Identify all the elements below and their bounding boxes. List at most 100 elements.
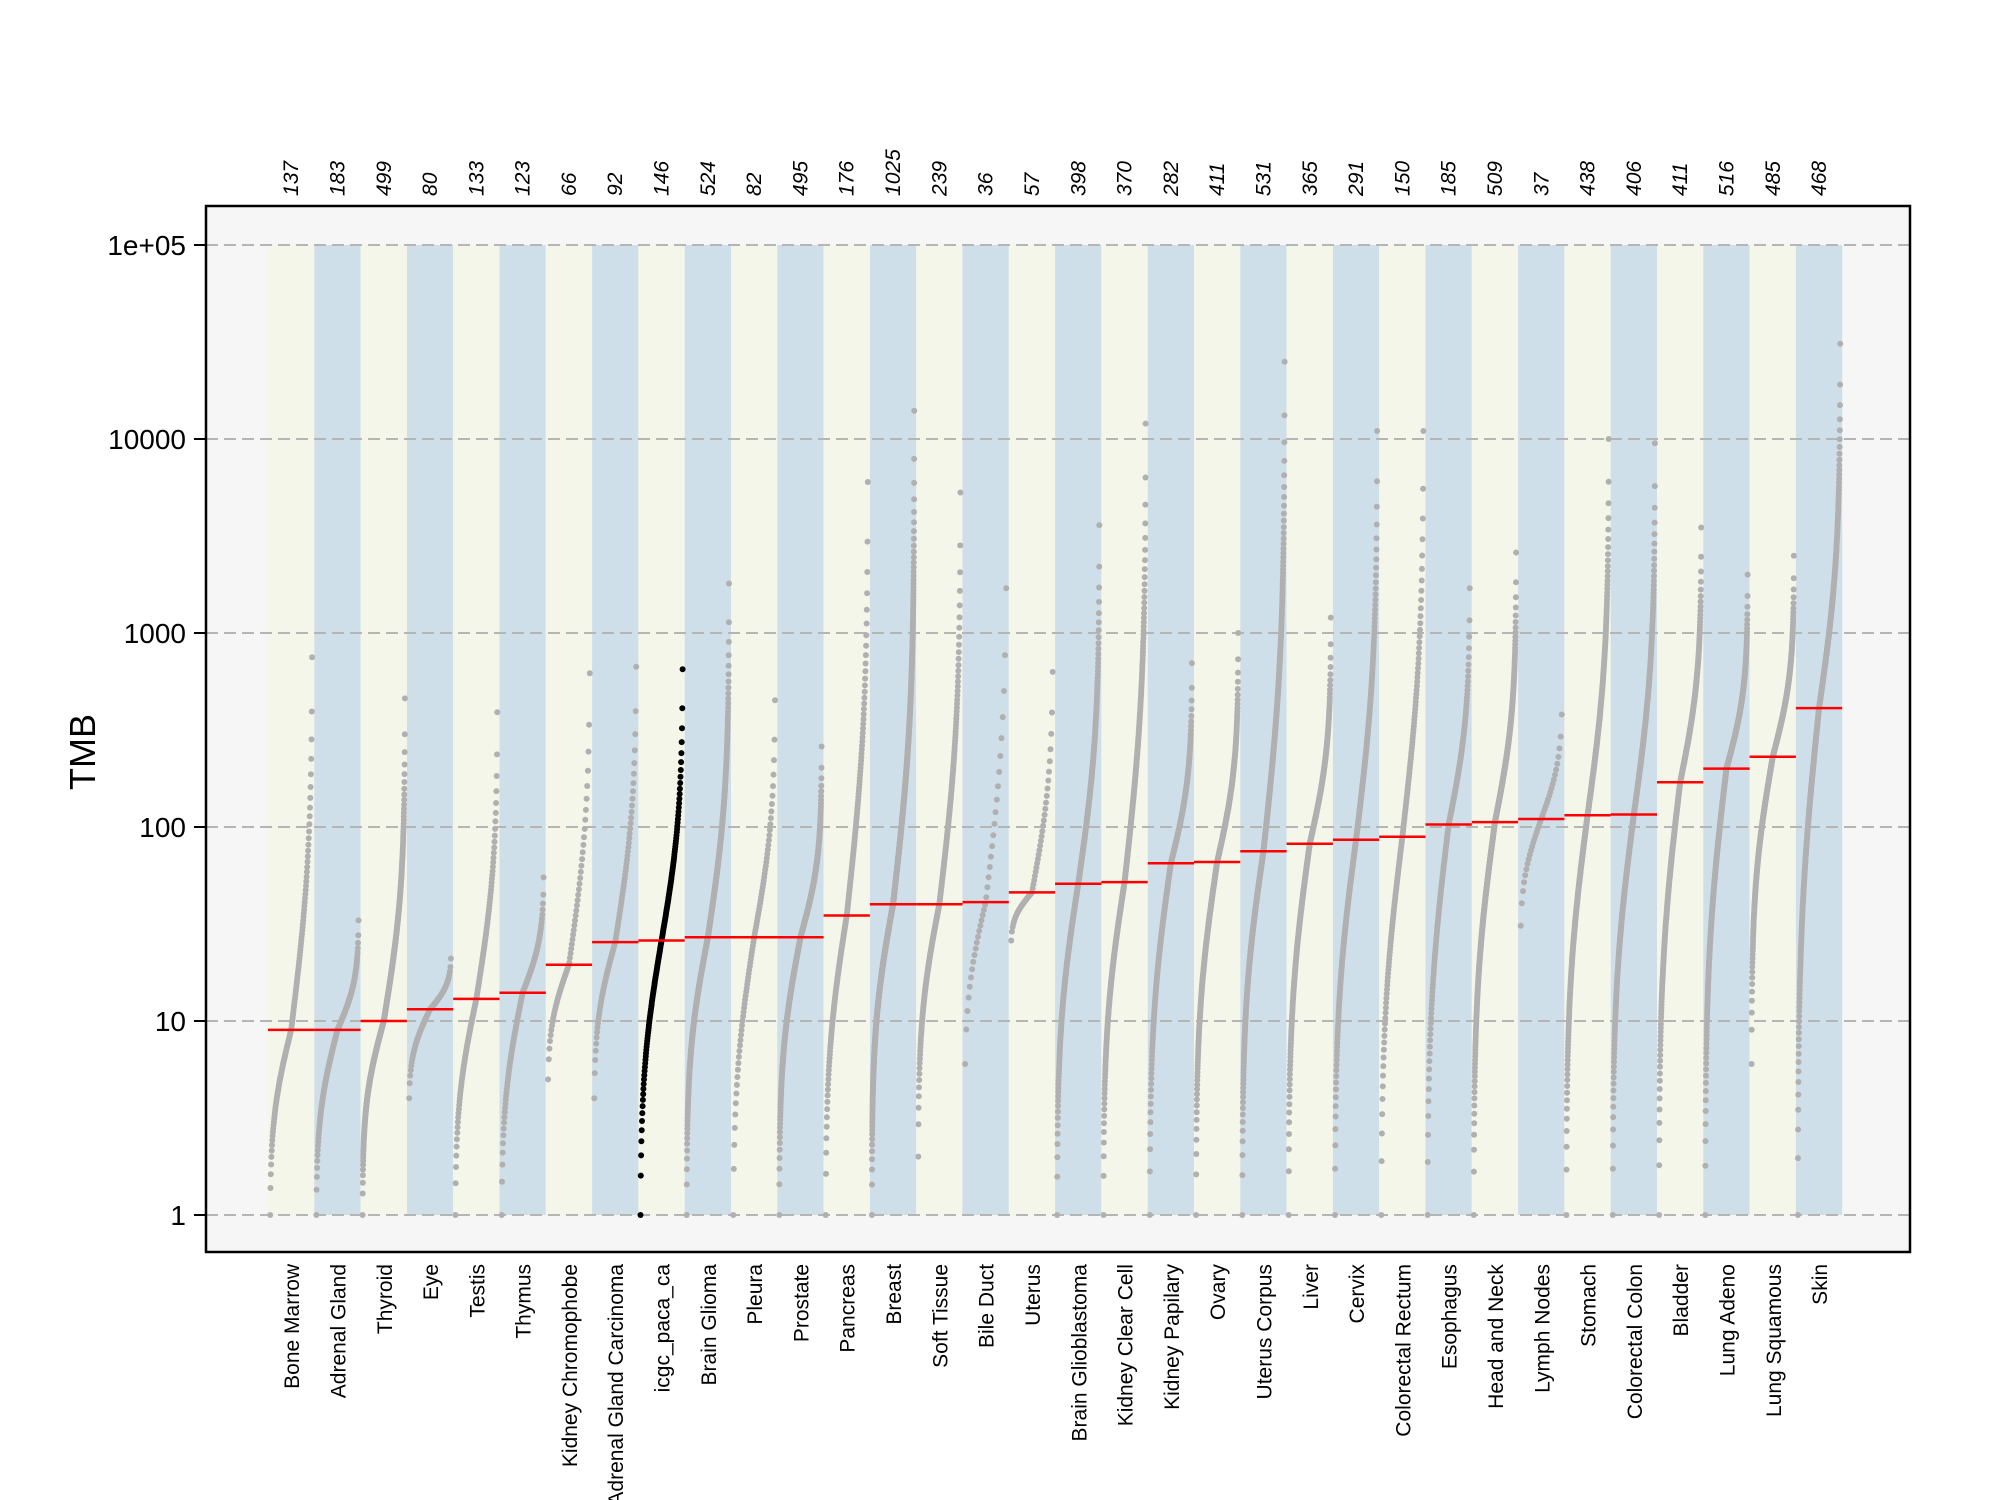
data-point bbox=[683, 1166, 690, 1173]
data-point bbox=[1045, 777, 1052, 784]
data-point bbox=[862, 675, 869, 682]
data-point bbox=[678, 750, 685, 757]
data-point bbox=[267, 1171, 274, 1178]
data-point bbox=[359, 1190, 366, 1197]
data-point bbox=[998, 735, 1005, 742]
data-point bbox=[818, 788, 825, 795]
data-point bbox=[626, 830, 633, 837]
data-point bbox=[863, 632, 870, 639]
data-point bbox=[992, 809, 999, 816]
data-points bbox=[267, 340, 1844, 1218]
data-point bbox=[684, 1135, 691, 1142]
data-point bbox=[1095, 650, 1102, 657]
data-point bbox=[1095, 640, 1102, 647]
data-point bbox=[864, 479, 871, 485]
data-point bbox=[638, 1138, 645, 1145]
data-point bbox=[915, 1104, 922, 1111]
data-point bbox=[1054, 1154, 1061, 1161]
data-point bbox=[631, 747, 638, 754]
data-point bbox=[494, 751, 500, 758]
data-point bbox=[1148, 1086, 1154, 1093]
data-point bbox=[956, 633, 963, 640]
data-point bbox=[986, 864, 993, 870]
data-point bbox=[576, 880, 583, 887]
category-band bbox=[1379, 245, 1426, 1215]
data-point bbox=[770, 771, 777, 778]
data-point bbox=[768, 808, 775, 815]
data-point bbox=[1101, 1106, 1108, 1113]
data-point bbox=[494, 709, 501, 716]
data-point bbox=[862, 652, 869, 659]
data-point bbox=[1100, 1139, 1107, 1146]
data-point bbox=[910, 548, 917, 555]
data-point bbox=[776, 1181, 783, 1188]
data-point bbox=[547, 1032, 554, 1039]
data-point bbox=[314, 1157, 321, 1164]
data-point bbox=[1054, 1130, 1061, 1137]
data-point bbox=[1095, 645, 1102, 652]
data-point bbox=[307, 784, 314, 790]
data-point bbox=[1142, 557, 1148, 564]
data-point bbox=[401, 796, 408, 803]
data-point bbox=[359, 1172, 366, 1179]
data-point bbox=[1141, 594, 1148, 600]
data-point bbox=[540, 874, 547, 881]
data-point bbox=[354, 945, 361, 952]
data-point bbox=[1100, 1153, 1107, 1160]
data-point bbox=[725, 690, 732, 697]
data-point bbox=[548, 1027, 555, 1033]
data-point bbox=[725, 652, 732, 659]
data-point bbox=[1042, 805, 1049, 812]
category-band bbox=[314, 245, 361, 1215]
data-point bbox=[1000, 688, 1007, 694]
data-point bbox=[678, 739, 685, 746]
data-point bbox=[570, 931, 577, 938]
data-point bbox=[631, 760, 638, 767]
data-point bbox=[499, 1149, 506, 1156]
data-point bbox=[1008, 937, 1015, 944]
data-point bbox=[305, 847, 312, 854]
data-point bbox=[268, 1153, 275, 1160]
data-point bbox=[572, 912, 579, 919]
data-point bbox=[401, 731, 408, 738]
data-point bbox=[725, 678, 732, 685]
data-point bbox=[303, 873, 310, 880]
data-point bbox=[581, 825, 588, 832]
data-point bbox=[955, 649, 962, 656]
data-point bbox=[818, 743, 825, 750]
data-point bbox=[970, 958, 977, 965]
category-band bbox=[1703, 245, 1750, 1215]
data-point bbox=[630, 770, 637, 777]
data-point bbox=[268, 1161, 275, 1168]
data-point bbox=[993, 796, 1000, 803]
data-point bbox=[454, 1124, 461, 1131]
data-point bbox=[1046, 768, 1052, 775]
data-point bbox=[586, 670, 593, 677]
data-point bbox=[911, 455, 918, 462]
data-point bbox=[490, 854, 497, 861]
data-point bbox=[303, 878, 310, 885]
data-point bbox=[818, 775, 825, 782]
data-point bbox=[1095, 619, 1102, 626]
data-point bbox=[730, 1165, 737, 1172]
data-point bbox=[401, 805, 407, 812]
data-point bbox=[869, 1156, 875, 1163]
data-point bbox=[956, 587, 963, 594]
data-point bbox=[725, 704, 732, 711]
data-point bbox=[869, 1148, 876, 1155]
data-point bbox=[916, 1070, 923, 1077]
data-point bbox=[539, 911, 546, 918]
data-point bbox=[639, 1096, 646, 1103]
data-point bbox=[1142, 520, 1149, 527]
data-point bbox=[956, 641, 962, 648]
data-point bbox=[677, 773, 684, 780]
data-point bbox=[627, 820, 634, 827]
data-point bbox=[452, 1212, 459, 1218]
data-point bbox=[575, 886, 582, 893]
category-band bbox=[1332, 245, 1380, 1215]
data-point bbox=[725, 619, 732, 626]
data-point bbox=[305, 835, 312, 842]
data-point bbox=[1142, 474, 1149, 481]
data-point bbox=[863, 606, 870, 613]
data-point bbox=[975, 933, 981, 940]
